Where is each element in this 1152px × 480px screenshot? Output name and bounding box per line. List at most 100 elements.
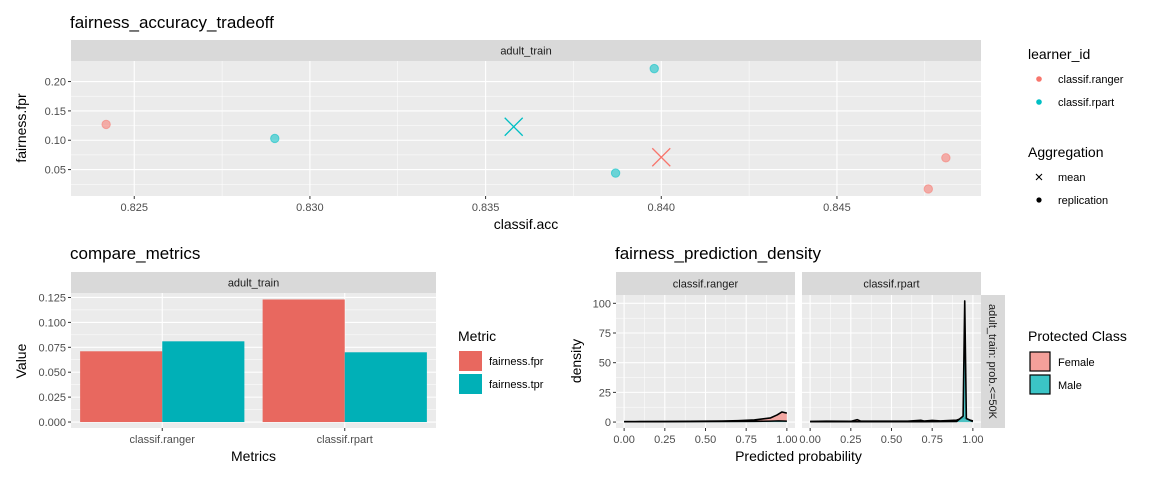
tradeoff-strip	[71, 40, 981, 61]
tradeoff-chart: fairness_accuracy_tradeoff adult_train 0…	[13, 13, 981, 232]
tradeoff-x-tick-label: 0.835	[472, 202, 500, 214]
tradeoff-mean-rpart	[504, 117, 524, 137]
compare-x-ticks: classif.ranger classif.rpart	[130, 428, 373, 446]
compare-strip	[71, 272, 436, 293]
compare-bar-tpr	[344, 352, 427, 423]
legend-learner-title: learner_id	[1028, 46, 1090, 62]
tradeoff-y-axis-title: fairness.fpr	[13, 93, 29, 163]
compare-y-tick-label: 0.050	[38, 367, 66, 379]
tradeoff-x-tick-label: 0.825	[120, 202, 148, 214]
legend-metric-label-tpr: fairness.tpr	[489, 379, 544, 391]
density-marks	[624, 300, 974, 423]
tradeoff-x-axis-title: classif.acc	[494, 216, 559, 232]
legend-protected-label-female: Female	[1058, 357, 1095, 369]
density-chart: fairness_prediction_density classif.rang…	[568, 244, 1005, 464]
legend-learner-label-ranger: classif.ranger	[1058, 74, 1124, 86]
tradeoff-mean-stroke	[651, 147, 671, 167]
compare-title: compare_metrics	[70, 244, 200, 263]
density-strip-ranger	[616, 272, 795, 295]
legend-protected-key-female	[1029, 351, 1051, 372]
legend-metric-label-fpr: fairness.fpr	[489, 356, 544, 368]
density-line-male-rpart	[810, 300, 974, 423]
tradeoff-title: fairness_accuracy_tradeoff	[70, 13, 274, 32]
legend-protected-key-male	[1029, 374, 1051, 395]
tradeoff-y-ticks: 0.05 0.10 0.15 0.20	[45, 77, 71, 177]
compare-y-tick-label: 0.100	[38, 317, 66, 329]
compare-bar-tpr	[162, 341, 245, 423]
legend-aggregation-key-replication	[1036, 197, 1042, 203]
tradeoff-point-rpart	[610, 168, 621, 178]
tradeoff-strip-label: adult_train	[500, 46, 551, 58]
tradeoff-x-tick-label: 0.830	[296, 202, 324, 214]
compare-y-axis-title: Value	[13, 343, 29, 378]
density-y-tick-label: 25	[599, 387, 611, 399]
legend-learner-key-ranger	[1036, 76, 1042, 82]
compare-strip-label: adult_train	[228, 278, 279, 290]
density-x-tick-label: 0.25	[840, 434, 861, 446]
compare-bar-fpr	[80, 351, 163, 423]
tradeoff-point-rpart	[270, 133, 280, 144]
legend-aggregation-label-mean: mean	[1058, 172, 1086, 184]
legend-protected-label-male: Male	[1058, 380, 1082, 392]
tradeoff-point-rpart	[649, 63, 659, 74]
density-strip-label-ranger: classif.ranger	[673, 279, 739, 291]
density-strip-label-rpart: classif.rpart	[863, 279, 919, 291]
density-x-tick-label: 0.00	[613, 434, 634, 446]
compare-y-tick-label: 0.025	[38, 392, 66, 404]
tradeoff-mean-ranger	[651, 147, 671, 167]
legend-learner: learner_id classif.ranger classif.rpart	[1028, 46, 1124, 109]
tradeoff-y-tick-label: 0.20	[45, 77, 66, 89]
compare-x-tick-label: classif.rpart	[317, 434, 373, 446]
density-x-tick-label: 1.00	[962, 434, 983, 446]
legend-learner-label-rpart: classif.rpart	[1058, 97, 1114, 109]
density-x-axis-title: Predicted probability	[735, 448, 862, 464]
compare-bar-fpr	[262, 299, 345, 423]
compare-x-axis-title: Metrics	[231, 448, 276, 464]
density-line-male-ranger	[624, 420, 787, 423]
density-x-tick-label: 1.00	[776, 434, 797, 446]
density-y-ticks: 0 25 50 75 100	[593, 298, 616, 429]
legend-metric: Metric fairness.fpr fairness.tpr	[458, 328, 544, 394]
tradeoff-y-tick-label: 0.15	[45, 106, 66, 118]
tradeoff-point-ranger	[101, 119, 111, 130]
tradeoff-x-ticks: 0.825 0.830 0.835 0.840 0.845	[120, 196, 851, 214]
legend-aggregation-label-replication: replication	[1058, 195, 1108, 207]
legend-protected-title: Protected Class	[1028, 328, 1127, 344]
density-y-tick-label: 50	[599, 358, 611, 370]
density-row-strip	[981, 295, 1005, 428]
compare-y-tick-label: 0.000	[38, 417, 66, 429]
compare-y-tick-label: 0.075	[38, 342, 66, 354]
density-row-strip-label: adult_train: prob.<=50K	[986, 304, 998, 420]
compare-bars	[80, 299, 427, 423]
density-x-ticks: 0.00 0.25 0.50 0.75 1.00 0.00 0.25 0.50 0.75 1.00	[613, 428, 984, 446]
compare-y-tick-label: 0.125	[38, 292, 66, 304]
legend-protected: Protected Class Female Male	[1028, 328, 1127, 395]
compare-chart: compare_metrics adult_train classif.rang…	[13, 244, 436, 464]
density-x-tick-label: 0.50	[881, 434, 902, 446]
tradeoff-x-tick-label: 0.845	[823, 202, 851, 214]
density-y-tick-label: 100	[593, 298, 611, 310]
density-x-tick-label: 0.75	[735, 434, 756, 446]
legend-aggregation: Aggregation mean replication	[1028, 144, 1108, 207]
tradeoff-point-ranger	[923, 184, 933, 194]
tradeoff-y-tick-label: 0.10	[45, 135, 66, 147]
legend-aggregation-key-mean	[1035, 173, 1043, 181]
compare-y-ticks: 0.000 0.025 0.050 0.075 0.100 0.125	[38, 292, 71, 429]
tradeoff-panel	[71, 61, 981, 196]
legend-metric-key-tpr	[459, 374, 482, 394]
tradeoff-point-ranger	[941, 153, 951, 163]
tradeoff-grid	[71, 61, 981, 196]
density-y-tick-label: 75	[599, 328, 611, 340]
legend-aggregation-title: Aggregation	[1028, 144, 1104, 160]
legend-metric-key-fpr	[459, 351, 482, 371]
density-title: fairness_prediction_density	[615, 244, 822, 263]
density-strip-rpart	[802, 272, 981, 295]
density-y-axis-title: density	[568, 339, 584, 383]
tradeoff-marks	[101, 63, 951, 194]
density-x-tick-label: 0.50	[695, 434, 716, 446]
tradeoff-y-tick-label: 0.05	[45, 165, 66, 177]
compare-x-tick-label: classif.ranger	[130, 434, 196, 446]
density-y-tick-label: 0	[605, 417, 611, 429]
density-x-tick-label: 0.75	[921, 434, 942, 446]
